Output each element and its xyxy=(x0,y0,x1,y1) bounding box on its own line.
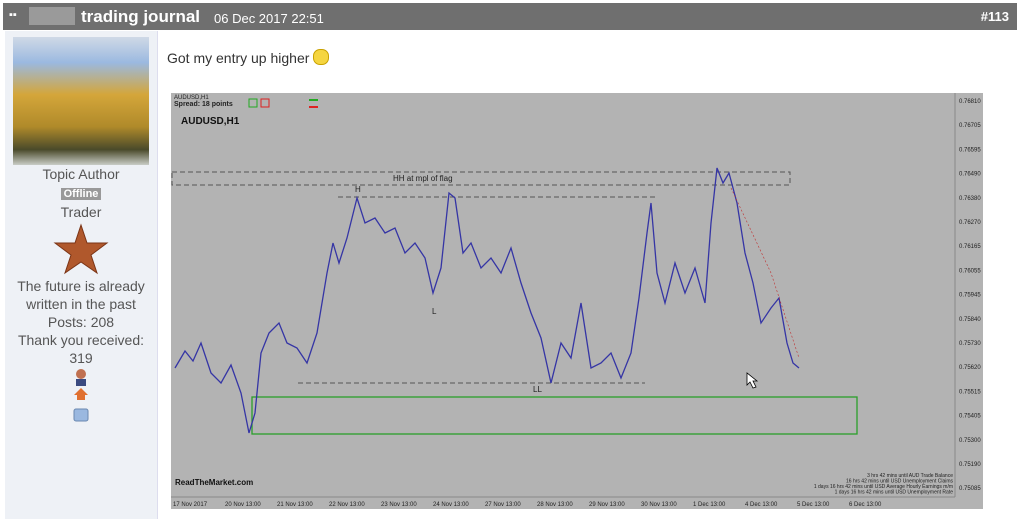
price-label: 0.76705 xyxy=(959,123,981,129)
spread: Spread: 18 points xyxy=(174,101,233,108)
posts: Posts: 208 xyxy=(47,314,115,330)
ll-label: LL xyxy=(533,385,542,394)
price-label: 0.76165 xyxy=(959,244,981,250)
news-item: 1 days 16 hrs 42 mins until USD Average … xyxy=(814,484,953,490)
news-item: 1 days 16 hrs 42 mins until USD Unemploy… xyxy=(835,490,954,496)
signature: The future is already written in the pas… xyxy=(17,278,145,312)
price-axis: 0.76810 0.76705 0.76595 0.76490 0.76380 0.762… xyxy=(959,99,981,492)
box-icon xyxy=(260,98,270,108)
price-label: 0.76595 xyxy=(959,147,981,153)
date-label: 4 Dec 13:00 xyxy=(745,502,778,508)
price-label: 0.76810 xyxy=(959,99,981,105)
date-label: 27 Nov 13:00 xyxy=(485,502,521,508)
post-body: Got my entry up higher xyxy=(167,50,310,66)
status: Offline xyxy=(5,183,157,203)
post-number[interactable]: #113 xyxy=(980,9,1009,24)
flag-zone xyxy=(171,171,791,186)
box-icon xyxy=(248,98,258,108)
author-panel: Topic Author Offline Trader The future i… xyxy=(5,31,158,519)
price-label: 0.75620 xyxy=(959,365,981,371)
price-label: 0.76270 xyxy=(959,220,981,226)
date-label: 24 Nov 13:00 xyxy=(433,502,469,508)
symbol: AUDUSD,H1 xyxy=(181,116,240,127)
chart-bg xyxy=(171,93,983,509)
watermark: ReadTheMarket.com xyxy=(175,478,253,487)
post-date: 06 Dec 2017 22:51 xyxy=(214,11,324,26)
l-label: L xyxy=(432,307,437,316)
price-label: 0.76380 xyxy=(959,196,981,202)
price-series xyxy=(174,167,800,434)
date-label: 20 Nov 13:00 xyxy=(225,502,261,508)
price-label: 0.75085 xyxy=(959,486,981,492)
h-label: H xyxy=(355,185,361,194)
rank-star xyxy=(53,223,109,275)
rank: Trader xyxy=(60,204,102,220)
smiley xyxy=(313,49,330,65)
post-title[interactable]: trading journal xyxy=(81,7,200,26)
news-list: 3 hrs 42 mins until AUD Trade Balance16 … xyxy=(814,473,954,496)
thanks-count: 319 xyxy=(69,350,93,366)
price-label: 0.75515 xyxy=(959,389,981,395)
price-label: 0.75405 xyxy=(959,414,981,420)
collapse-icon[interactable]: ▪▪ xyxy=(9,9,17,21)
post-text: Got my entry up higher xyxy=(167,49,330,66)
cursor xyxy=(746,372,759,389)
date-label: 29 Nov 13:00 xyxy=(589,502,625,508)
date-label: 23 Nov 13:00 xyxy=(381,502,417,508)
symbol-small: AUDUSD,H1 xyxy=(174,95,209,101)
date-label: 28 Nov 13:00 xyxy=(537,502,573,508)
author-role: Topic Author xyxy=(42,166,120,182)
price-label: 0.75190 xyxy=(959,462,981,468)
trend-line xyxy=(730,187,800,359)
thanks-label: Thank you received: xyxy=(17,332,145,348)
post-header: ▪▪ trading journal 06 Dec 2017 22:51 #11… xyxy=(3,3,1017,30)
price-label: 0.75945 xyxy=(959,293,981,299)
price-label: 0.75840 xyxy=(959,317,981,323)
news-item: 3 hrs 42 mins until AUD Trade Balance xyxy=(867,473,953,479)
date-label: 6 Dec 13:00 xyxy=(849,502,882,508)
date-label: 17 Nov 2017 xyxy=(173,502,208,508)
username-blur xyxy=(29,7,75,25)
price-label: 0.76055 xyxy=(959,268,981,274)
price-label: 0.75300 xyxy=(959,438,981,444)
news-item: 16 hrs 42 mins until USD Unemployment Cl… xyxy=(846,479,953,485)
flag-annotation: HH at mpl of flag xyxy=(393,174,453,183)
price-label: 0.75730 xyxy=(959,341,981,347)
date-label: 22 Nov 13:00 xyxy=(329,502,365,508)
avatar[interactable] xyxy=(13,37,149,165)
author-icons xyxy=(73,369,89,422)
chart-image[interactable]: AUDUSD,H1 Spread: 18 points AUDUSD,H1 HH… xyxy=(171,93,983,509)
date-label: 5 Dec 13:00 xyxy=(797,502,830,508)
date-label: 21 Nov 13:00 xyxy=(277,502,313,508)
date-label: 1 Dec 13:00 xyxy=(693,502,726,508)
status-badge: Offline xyxy=(60,188,102,200)
entry-zone xyxy=(251,396,858,435)
date-label: 30 Nov 13:00 xyxy=(641,502,677,508)
price-label: 0.76490 xyxy=(959,172,981,178)
date-axis: 17 Nov 2017 20 Nov 13:00 21 Nov 13:00 22 No… xyxy=(173,502,882,508)
